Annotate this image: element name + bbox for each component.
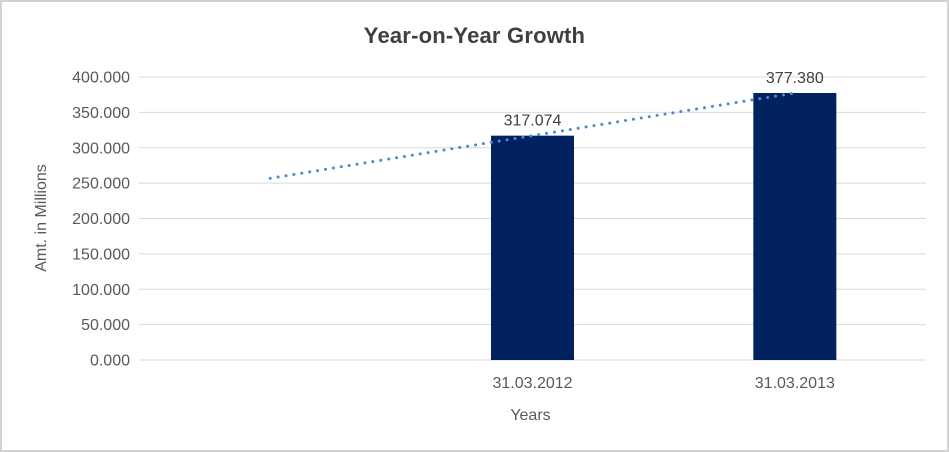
y-tick-label: 150.000 <box>72 246 130 263</box>
x-tick-label: 31.03.2012 <box>492 375 572 392</box>
y-tick-label: 50.000 <box>81 317 130 334</box>
chart-title: Year-on-Year Growth <box>363 23 586 48</box>
y-tick-label: 350.000 <box>72 105 130 122</box>
bar <box>753 93 837 360</box>
bar <box>491 135 574 360</box>
y-axis-title: Amt. in Millions <box>33 164 50 272</box>
x-axis-title: Years <box>2 407 947 425</box>
y-tick-label: 0.000 <box>90 353 130 370</box>
bar-data-label: 317.074 <box>504 113 562 130</box>
y-tick-label: 200.000 <box>72 211 130 228</box>
bar-data-label: 377.380 <box>766 70 824 87</box>
x-axis-title-text: Years <box>510 407 551 424</box>
y-tick-label: 250.000 <box>72 176 130 193</box>
y-tick-label: 400.000 <box>72 70 130 87</box>
trendline <box>268 91 797 180</box>
x-tick-label: 31.03.2013 <box>755 375 835 392</box>
y-tick-label: 300.000 <box>72 140 130 157</box>
y-tick-label: 100.000 <box>72 282 130 299</box>
